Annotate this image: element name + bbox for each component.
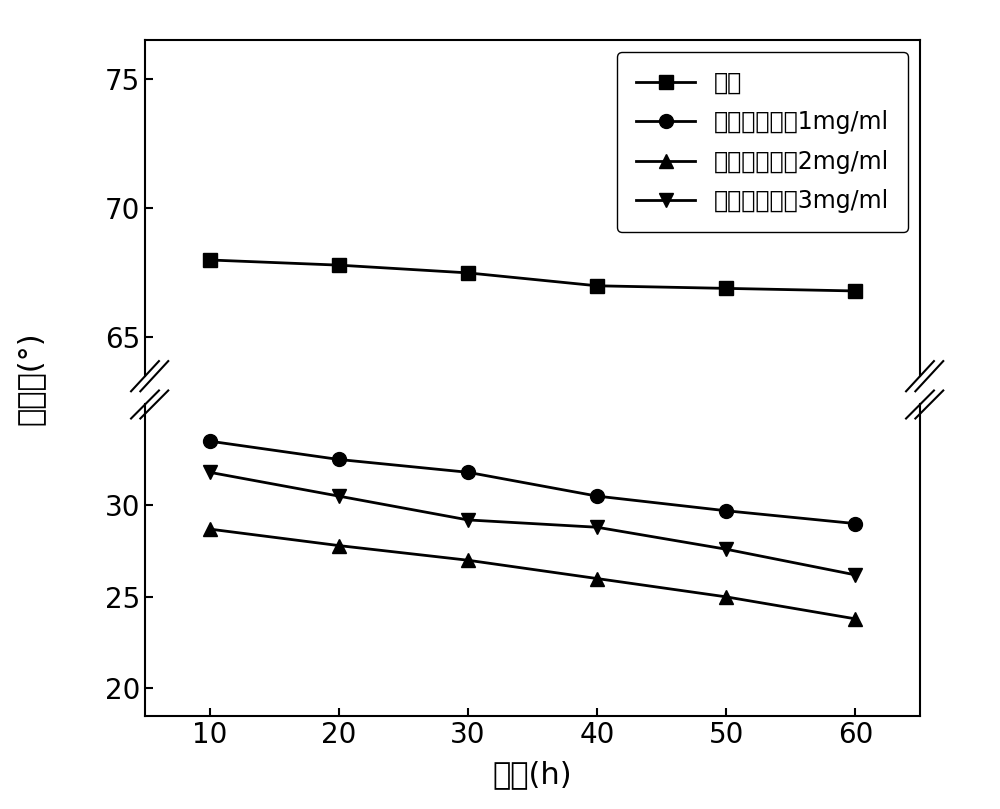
X-axis label: 时间(h): 时间(h) <box>493 760 572 789</box>
Text: 接触角(°): 接触角(°) <box>15 332 44 425</box>
Legend: 原煤, 多巴胺浓度为1mg/ml, 多巴胺浓度为2mg/ml, 多巴胺浓度为3mg/ml: 原煤, 多巴胺浓度为1mg/ml, 多巴胺浓度为2mg/ml, 多巴胺浓度为3m… <box>617 53 908 232</box>
